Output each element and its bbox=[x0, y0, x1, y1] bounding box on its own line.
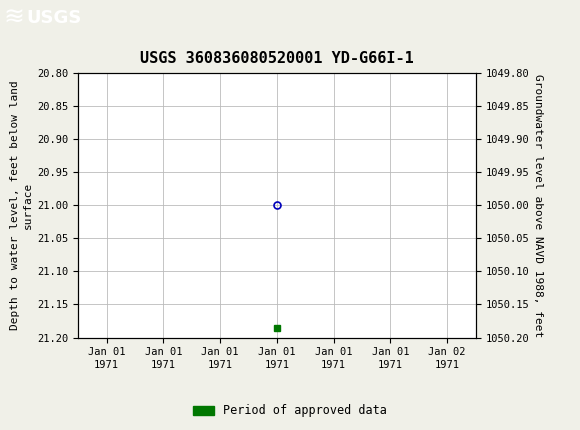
Y-axis label: Groundwater level above NAVD 1988, feet: Groundwater level above NAVD 1988, feet bbox=[533, 74, 543, 337]
Text: ≋: ≋ bbox=[3, 6, 24, 30]
Text: USGS: USGS bbox=[26, 9, 81, 27]
Title: USGS 360836080520001 YD-G66I-1: USGS 360836080520001 YD-G66I-1 bbox=[140, 51, 414, 66]
Y-axis label: Depth to water level, feet below land
surface: Depth to water level, feet below land su… bbox=[10, 80, 33, 330]
Legend: Period of approved data: Period of approved data bbox=[188, 399, 392, 422]
